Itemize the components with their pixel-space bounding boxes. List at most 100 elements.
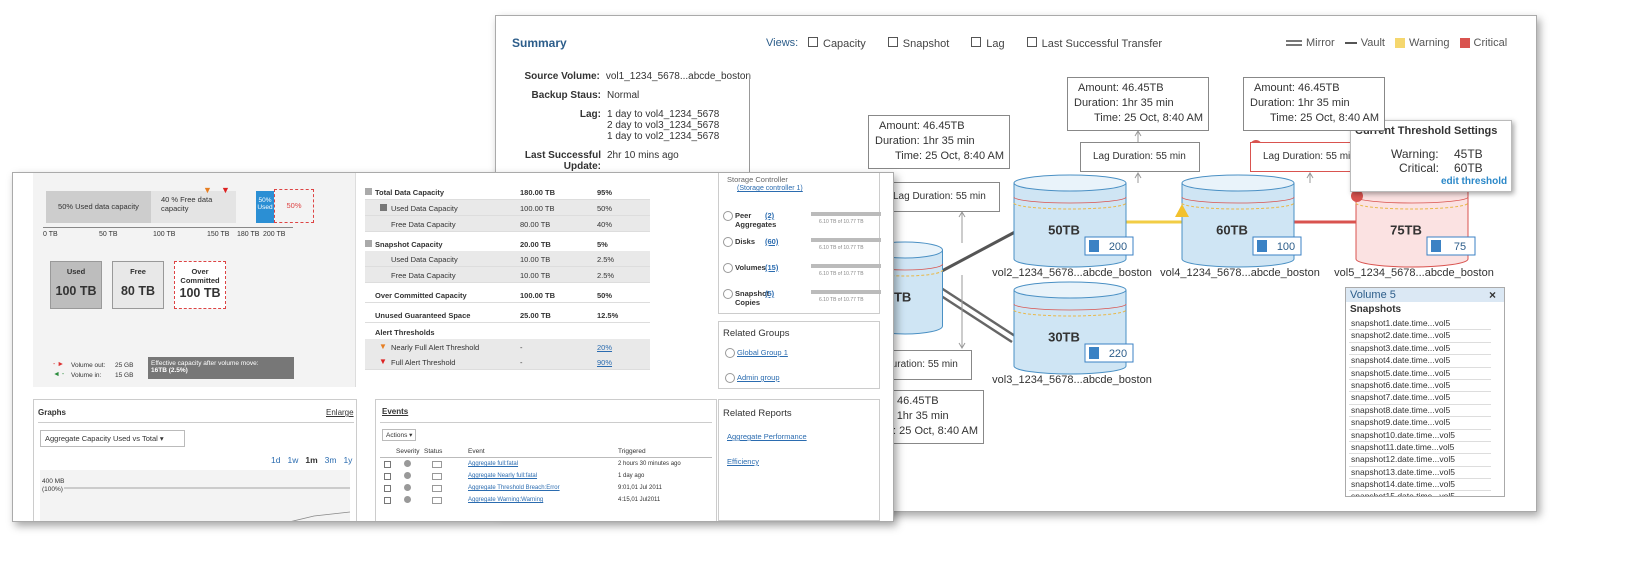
fill-level <box>1181 196 1295 204</box>
panel-header <box>1346 288 1504 302</box>
resource-count[interactable]: (5) <box>765 289 775 298</box>
event-link[interactable]: Aggregate full:fatal <box>468 461 519 467</box>
mirror-link <box>934 282 1016 338</box>
legend-swatch <box>1344 42 1357 44</box>
resource-count[interactable]: (15) <box>765 263 779 272</box>
snapshot-item: snapshot4.date.time...vol5 <box>1349 355 1491 368</box>
groups-title: Related Groups <box>723 328 790 339</box>
panel-title: Volume 5 <box>1350 289 1396 301</box>
snapshot-item: snapshot13.date.time...vol5 <box>1349 467 1491 480</box>
lag-box: Lag Duration: 55 min <box>1080 142 1200 172</box>
warning-label: Warning: <box>1391 147 1439 161</box>
table-cell: Used Data Capacity <box>391 255 458 264</box>
resource-count[interactable]: (60) <box>765 237 779 246</box>
legend-label: Vault <box>1360 37 1385 49</box>
rule <box>380 422 712 423</box>
detail-value: Normal <box>607 90 639 101</box>
fill-level <box>1013 202 1127 210</box>
group-link[interactable]: Admin group <box>737 373 780 382</box>
group-link[interactable]: Global Group 1 <box>737 348 788 357</box>
table-row: Free Data Capacity 10.00 TB 2.5% <box>365 267 650 283</box>
graph-lines <box>64 487 350 521</box>
volume-name: vol4_1234_5678...abcde_boston <box>1160 267 1320 279</box>
resource-icon <box>723 211 733 221</box>
move-value: 15 GB <box>115 372 134 379</box>
event-link[interactable]: Aggregate Threshold Breach:Error <box>468 485 560 491</box>
table-cell: 100.00 TB <box>520 204 555 213</box>
status-icon <box>432 497 442 504</box>
report-link[interactable]: Efficiency <box>727 457 759 466</box>
group-icon <box>725 373 735 383</box>
range-buttons: 1d 1w 1m 3m 1y <box>271 455 352 465</box>
range-button[interactable]: 1d <box>271 455 281 465</box>
events-panel: Events Actions ▾ Severity Status Event Trig… <box>375 399 717 521</box>
free-segment: 40 % Free data capacity <box>151 191 236 223</box>
actions-label: Actions <box>386 432 408 439</box>
legend-item: Critical <box>1459 37 1507 49</box>
critical-label: Critical: <box>1399 161 1440 175</box>
resource-bar-label: 6.10 TB of 10.77 TB <box>819 297 864 303</box>
event-link[interactable]: Aggregate Warning:Warning <box>468 497 544 503</box>
report-link[interactable]: Aggregate Performance <box>727 432 807 441</box>
resource-bar <box>811 290 881 294</box>
range-button[interactable]: 1y <box>343 455 353 465</box>
table-row: Alert Thresholds <box>365 324 650 340</box>
snapshot-item: snapshot7.date.time...vol5 <box>1349 392 1491 405</box>
table-cell[interactable]: 90% <box>597 358 613 367</box>
graph-select[interactable]: Aggregate Capacity Used vs Total ▾ <box>40 430 185 447</box>
axis-tick-label: 150 TB <box>207 231 230 238</box>
related-reports: Related Reports Aggregate Performance Eff… <box>718 399 880 521</box>
table-cell: Free Data Capacity <box>391 271 456 280</box>
capacity-box: Free 80 TB <box>112 261 164 309</box>
view-option[interactable]: Lag <box>971 37 1005 50</box>
events-title[interactable]: Events <box>382 407 409 416</box>
detail-row: Backup Staus: Normal <box>511 90 751 101</box>
legend-item: Vault <box>1344 37 1385 49</box>
fill-level <box>1013 309 1127 317</box>
controller-link[interactable]: (Storage controller 1) <box>737 185 803 192</box>
capacity-box-label: Used <box>66 267 86 276</box>
table-row: Used Data Capacity 10.00 TB 2.5% <box>365 251 650 267</box>
near-marker: ▼ <box>203 185 212 195</box>
range-button[interactable]: 1w <box>287 455 299 465</box>
view-option[interactable]: Capacity <box>808 37 866 50</box>
full-marker: ▼ <box>221 185 230 195</box>
view-option[interactable]: Snapshot <box>887 37 949 50</box>
reports-title: Related Reports <box>723 408 792 419</box>
resource-label: Peer Aggregates <box>735 211 777 229</box>
view-option[interactable]: Last Successful Transfer <box>1026 37 1162 50</box>
event-triggered: 9:01,01 Jul 2011 <box>618 485 662 491</box>
table-cell: Snapshot Capacity <box>375 240 443 249</box>
transfer-box: Amount: 46.45TB Duration: 1hr 35 min Time:… <box>1067 77 1209 131</box>
move-label: Volume out: <box>71 362 106 369</box>
resource-count[interactable]: (2) <box>765 211 775 220</box>
checkbox <box>1026 37 1037 47</box>
enlarge-link[interactable]: Enlarge <box>326 408 354 417</box>
transfer-box: Amount: 46.45TB Duration: 1hr 35 min Time:… <box>1243 77 1385 131</box>
row-checkbox <box>384 473 391 480</box>
table-cell[interactable]: 20% <box>597 343 613 352</box>
capacity-box: Used 100 TB <box>50 261 102 309</box>
transfer-time: Time: 25 Oct, 8:40 AM <box>1094 112 1204 124</box>
table-cell: 5% <box>597 240 608 249</box>
transfer-duration: Duration: 1hr 35 min <box>875 135 975 147</box>
cylinder-top <box>1181 174 1295 192</box>
actions-button[interactable]: Actions ▾ <box>382 429 417 441</box>
table-cell: 2.5% <box>597 255 615 264</box>
table-cell: 10.00 TB <box>520 271 551 280</box>
close-button[interactable]: × <box>1489 288 1497 302</box>
legend-label: Warning <box>1408 37 1450 49</box>
severity-icon <box>404 496 411 503</box>
snapshot-item: snapshot2.date.time...vol5 <box>1349 330 1491 343</box>
view-label: Capacity <box>823 38 866 50</box>
badge-icon <box>1257 240 1267 252</box>
range-button[interactable]: 3m <box>324 455 337 465</box>
table-cell: - <box>520 358 523 367</box>
table-cell: 95% <box>597 188 613 197</box>
event-link[interactable]: Aggregate Nearly full:fatal <box>468 473 538 479</box>
legend-label: Mirror <box>1306 37 1335 49</box>
edit-threshold[interactable]: edit threshold <box>1441 176 1508 187</box>
row-checkbox <box>384 461 391 468</box>
group-icon <box>725 348 735 358</box>
range-button[interactable]: 1m <box>305 455 318 465</box>
